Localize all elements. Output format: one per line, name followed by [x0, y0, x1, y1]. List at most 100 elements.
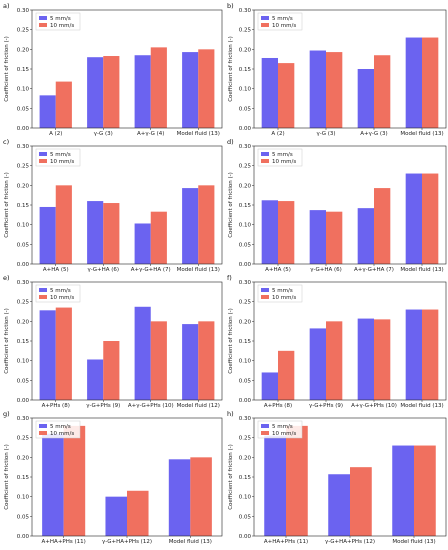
- bar-10mms: [150, 321, 167, 400]
- y-tick-label: 0.25: [239, 436, 252, 442]
- y-tick-label: 0.05: [17, 514, 30, 520]
- bar-10mms: [374, 319, 391, 400]
- plot-frame: [31, 9, 223, 129]
- y-tick-label: 0.30: [17, 416, 30, 422]
- bar-5mms: [405, 173, 422, 264]
- bar-5mms: [134, 306, 151, 400]
- x-tick-label: A (2): [49, 131, 62, 137]
- bar-5mms: [309, 210, 326, 264]
- legend-swatch: [39, 431, 47, 435]
- bar-5mms: [309, 50, 326, 128]
- y-tick-label: 0.10: [239, 495, 252, 501]
- plot-frame: [253, 9, 447, 129]
- legend-swatch: [261, 152, 269, 156]
- bar-5mms: [264, 435, 286, 536]
- y-tick-label: 0.20: [239, 319, 252, 325]
- y-tick-label: 0.15: [239, 67, 252, 73]
- y-tick-label: 0.30: [239, 280, 252, 286]
- bar-5mms: [39, 206, 56, 264]
- legend-swatch: [261, 295, 269, 299]
- x-tick-label: A+PHs (8): [264, 403, 292, 409]
- bar-10mms: [150, 47, 167, 128]
- bar-5mms: [42, 433, 64, 536]
- x-tick-label: Model fluid (13): [169, 539, 212, 545]
- y-tick-label: 0.15: [239, 339, 252, 345]
- x-tick-label: A+γ-G+PHs (10): [128, 403, 174, 409]
- y-tick-label: 0.20: [239, 183, 252, 189]
- y-tick-label: 0.00: [17, 262, 30, 268]
- y-axis-label: Coefficient of friction (-): [4, 36, 10, 102]
- y-tick-label: 0.10: [17, 359, 30, 365]
- legend-label: 5 mm/s: [272, 16, 293, 22]
- y-tick-label: 0.15: [17, 475, 30, 481]
- bar-5mms: [405, 309, 422, 400]
- x-tick-label: Model fluid (13): [400, 267, 443, 273]
- legend-label: 5 mm/s: [272, 152, 293, 158]
- legend-label: 10 mm/s: [272, 159, 296, 165]
- bar-5mms: [134, 55, 151, 128]
- x-tick-label: A+HA+PHs (11): [42, 539, 86, 545]
- panel-a: a) 0.00 0.05 0.10 0.15 0.20 0.25 0.30 Coefficien…: [3, 2, 223, 137]
- panel-d: d) 0.00 0.05 0.10 0.15 0.20 0.25 0.30 Coefficien…: [227, 138, 447, 273]
- legend-swatch: [39, 295, 47, 299]
- bar-5mms: [357, 208, 374, 264]
- y-tick-label: 0.20: [239, 47, 252, 53]
- x-tick-label: A+γ-G (3): [360, 131, 387, 137]
- x-tick-label: A (2): [271, 131, 284, 137]
- y-tick-label: 0.20: [17, 455, 30, 461]
- y-tick-label: 0.30: [17, 144, 30, 150]
- y-tick-label: 0.05: [17, 242, 30, 248]
- legend-label: 5 mm/s: [272, 424, 293, 430]
- y-tick-label: 0.05: [239, 106, 252, 112]
- x-tick-label: A+γ-G+HA (7): [131, 267, 171, 273]
- y-tick-label: 0.05: [239, 514, 252, 520]
- plot-frame: [253, 281, 447, 401]
- bar-10mms: [326, 211, 343, 264]
- x-tick-label: Model fluid (13): [400, 403, 443, 409]
- y-tick-label: 0.20: [17, 183, 30, 189]
- bar-5mms: [168, 459, 191, 536]
- legend-label: 10 mm/s: [50, 159, 74, 165]
- panel-label: b): [227, 2, 234, 10]
- y-tick-label: 0.05: [17, 106, 30, 112]
- legend-swatch: [39, 288, 47, 292]
- legend-swatch: [261, 159, 269, 163]
- legend-label: 5 mm/s: [50, 152, 71, 158]
- y-tick-label: 0.20: [17, 319, 30, 325]
- panel-label: a): [3, 2, 10, 10]
- legend-swatch: [261, 424, 269, 428]
- y-tick-label: 0.00: [239, 262, 252, 268]
- y-tick-label: 0.25: [17, 300, 30, 306]
- y-tick-label: 0.25: [17, 436, 30, 442]
- x-tick-label: A+γ-G (4): [137, 131, 164, 137]
- legend-label: 10 mm/s: [272, 295, 296, 301]
- plot-frame: [31, 145, 223, 265]
- bar-10mms: [286, 425, 308, 536]
- panel-label: e): [3, 274, 10, 282]
- panel-label: h): [227, 410, 234, 418]
- panel-f: f) 0.00 0.05 0.10 0.15 0.20 0.25 0.30 Coefficien…: [227, 274, 447, 409]
- y-tick-label: 0.30: [17, 280, 30, 286]
- y-axis-label: Coefficient of friction (-): [228, 308, 234, 374]
- y-tick-label: 0.15: [239, 203, 252, 209]
- bar-10mms: [422, 37, 439, 128]
- x-tick-label: A+HA (5): [265, 267, 291, 273]
- bar-10mms: [150, 211, 167, 264]
- bar-10mms: [414, 445, 436, 536]
- plot-frame: [253, 145, 447, 265]
- y-tick-label: 0.00: [239, 534, 252, 540]
- x-tick-label: Model fluid (13): [177, 131, 220, 137]
- bar-10mms: [422, 173, 439, 264]
- bar-10mms: [374, 188, 391, 264]
- y-tick-label: 0.00: [239, 126, 252, 132]
- y-tick-label: 0.05: [239, 242, 252, 248]
- x-tick-label: γ-G (3): [316, 131, 335, 137]
- bar-10mms: [103, 203, 120, 264]
- y-tick-label: 0.30: [239, 416, 252, 422]
- legend-label: 10 mm/s: [50, 295, 74, 301]
- panel-g: g) 0.00 0.05 0.10 0.15 0.20 0.25 0.30 Coefficien…: [3, 410, 223, 545]
- bar-10mms: [278, 201, 295, 264]
- legend-swatch: [39, 16, 47, 20]
- panel-label: c): [3, 138, 9, 146]
